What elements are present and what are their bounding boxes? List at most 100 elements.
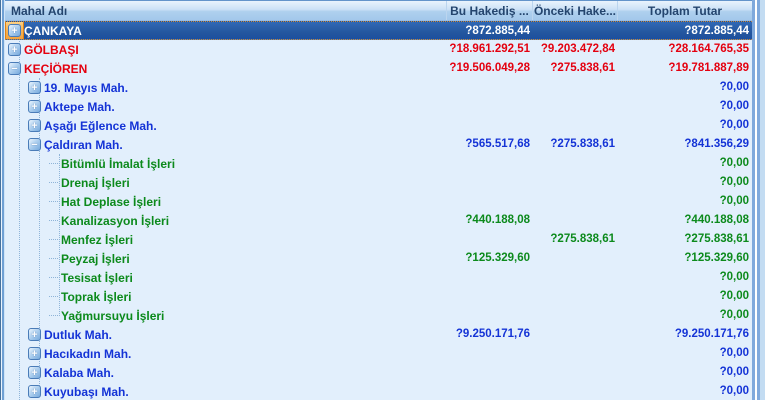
expand-plus-icon[interactable]: + [8,43,21,56]
row-name-cell: + Dutluk Mah. [5,325,447,344]
row-label: Hat Deplase İşleri [61,194,162,209]
indent-spacer [5,106,25,107]
indent-spacer [5,277,49,278]
tree-row-8[interactable]: Bitümlü İmalat İşleri ?0,00 [5,154,752,173]
cell-bu-hakedis [447,363,533,382]
indent-spacer [5,296,49,297]
tree-row-17[interactable]: + Dutluk Mah. ?9.250.171,76 ?9.250.171,76 [5,325,752,344]
tree-row-9[interactable]: Drenaj İşleri ?0,00 [5,173,752,192]
row-label: Çaldıran Mah. [44,137,123,152]
cell-bu-hakedis [447,97,533,116]
collapse-minus-icon[interactable]: − [28,138,41,151]
tree-row-7[interactable]: − Çaldıran Mah. ?565.517,68 ?275.838,61 ?841… [5,135,752,154]
expand-plus-icon[interactable]: + [28,385,41,398]
column-header-bu-hakedis[interactable]: Bu Hakediş ... [447,1,533,20]
cell-bu-hakedis [447,192,533,211]
row-name-cell: Bitümlü İmalat İşleri [5,154,447,173]
tree-row-14[interactable]: Tesisat İşleri ?0,00 [5,268,752,287]
cell-onceki-hakedis: ?275.838,61 [550,138,615,150]
cell-onceki-hakedis [533,22,618,39]
row-label: 19. Mayıs Mah. [44,80,129,95]
cell-onceki-hakedis [533,211,618,230]
row-label: Aşağı Eğlence Mah. [44,118,157,133]
expander-cell: + [25,78,44,97]
cell-bu-hakedis [447,287,533,306]
cell-onceki-hakedis [533,173,618,192]
tree-branch-stub [49,239,58,240]
tree-row-5[interactable]: + Aktepe Mah. ?0,00 [5,97,752,116]
tree-row-15[interactable]: Toprak İşleri ?0,00 [5,287,752,306]
expand-plus-icon[interactable]: + [28,119,41,132]
indent-spacer [5,163,49,164]
row-label: Hacıkadın Mah. [44,346,132,361]
cell-toplam-tutar: ?19.781.887,89 [668,62,749,74]
row-label: Yağmursuyu İşleri [61,308,165,323]
indent-spacer [5,87,25,88]
expander-cell: + [25,325,44,344]
tree-branch-stub [49,315,58,316]
expand-plus-icon[interactable]: + [28,100,41,113]
tree-row-10[interactable]: Hat Deplase İşleri ?0,00 [5,192,752,211]
cell-toplam-tutar: ?872.885,44 [684,25,749,37]
grid-content: Mahal Adı Bu Hakediş ... Önceki Hake... … [5,0,752,400]
tree-row-18[interactable]: + Hacıkadın Mah. ?0,00 [5,344,752,363]
cell-toplam-tutar: ?0,00 [719,290,749,302]
column-header-toplam-tutar[interactable]: Toplam Tutar [618,1,752,20]
cell-toplam-tutar: ?0,00 [719,366,749,378]
indent-spacer [5,391,25,392]
tree-row-11[interactable]: Kanalizasyon İşleri ?440.188,08 ?440.188,0… [5,211,752,230]
tree-branch-stub [49,182,58,183]
tree-row-2[interactable]: + GÖLBAŞI ?18.961.292,51 ?9.203.472,84 ?28.1… [5,40,752,59]
expand-plus-icon[interactable]: + [28,366,41,379]
cell-bu-hakedis [447,268,533,287]
cell-bu-hakedis [447,173,533,192]
cell-bu-hakedis: ?9.250.171,76 [455,328,530,340]
expand-plus-icon[interactable]: + [28,328,41,341]
tree-row-20[interactable]: + Kuyubaşı Mah. ?0,00 [5,382,752,400]
tree-row-13[interactable]: Peyzaj İşleri ?125.329,60 ?125.329,60 [5,249,752,268]
cell-onceki-hakedis [533,116,618,135]
cell-toplam-tutar: ?0,00 [719,195,749,207]
expand-plus-icon[interactable]: + [8,24,21,37]
cell-toplam-tutar: ?0,00 [719,176,749,188]
tree-row-3[interactable]: − KEÇİÖREN ?19.506.049,28 ?275.838,61 ?19.78… [5,59,752,78]
expander-cell: + [25,363,44,382]
column-header-label: Önceki Hake... [533,3,617,18]
cell-toplam-tutar: ?440.188,08 [684,214,749,226]
cell-onceki-hakedis [533,344,618,363]
tree-row-19[interactable]: + Kalaba Mah. ?0,00 [5,363,752,382]
row-label: ÇANKAYA [24,23,82,38]
expander-cell: + [5,22,24,39]
row-name-cell: +19. Mayıs Mah. [5,78,447,97]
tree-row-1[interactable]: + ÇANKAYA ?872.885,44 ?872.885,44 [5,21,752,40]
row-name-cell: Kanalizasyon İşleri [5,211,447,230]
row-name-cell: + ÇANKAYA [5,22,447,39]
expand-plus-icon[interactable]: + [28,347,41,360]
expander-cell: − [5,59,24,78]
expander-cell: + [25,116,44,135]
expander-cell: − [25,135,44,154]
indent-spacer [5,201,49,202]
tree-row-16[interactable]: Yağmursuyu İşleri ?0,00 [5,306,752,325]
tree-branch-stub [49,296,58,297]
tree-row-4[interactable]: +19. Mayıs Mah. ?0,00 [5,78,752,97]
column-header-row: Mahal Adı Bu Hakediş ... Önceki Hake... … [5,0,752,21]
indent-spacer [5,372,25,373]
row-name-cell: Tesisat İşleri [5,268,447,287]
row-name-cell: Toprak İşleri [5,287,447,306]
cell-onceki-hakedis [533,97,618,116]
cell-bu-hakedis: ?125.329,60 [465,252,530,264]
cell-onceki-hakedis: ?9.203.472,84 [540,43,615,55]
cell-toplam-tutar: ?0,00 [719,385,749,397]
cell-onceki-hakedis: ?275.838,61 [550,62,615,74]
cell-toplam-tutar: ?0,00 [719,271,749,283]
tree-connector-line [39,78,40,392]
column-header-mahal-adi[interactable]: Mahal Adı [5,1,447,20]
collapse-minus-icon[interactable]: − [8,62,21,75]
cell-onceki-hakedis [533,363,618,382]
tree-row-6[interactable]: + Aşağı Eğlence Mah. ?0,00 [5,116,752,135]
tree-row-12[interactable]: Menfez İşleri ?275.838,61 ?275.838,61 [5,230,752,249]
column-header-onceki-hakedis[interactable]: Önceki Hake... [533,1,618,20]
row-label: Tesisat İşleri [61,270,133,285]
expand-plus-icon[interactable]: + [28,81,41,94]
